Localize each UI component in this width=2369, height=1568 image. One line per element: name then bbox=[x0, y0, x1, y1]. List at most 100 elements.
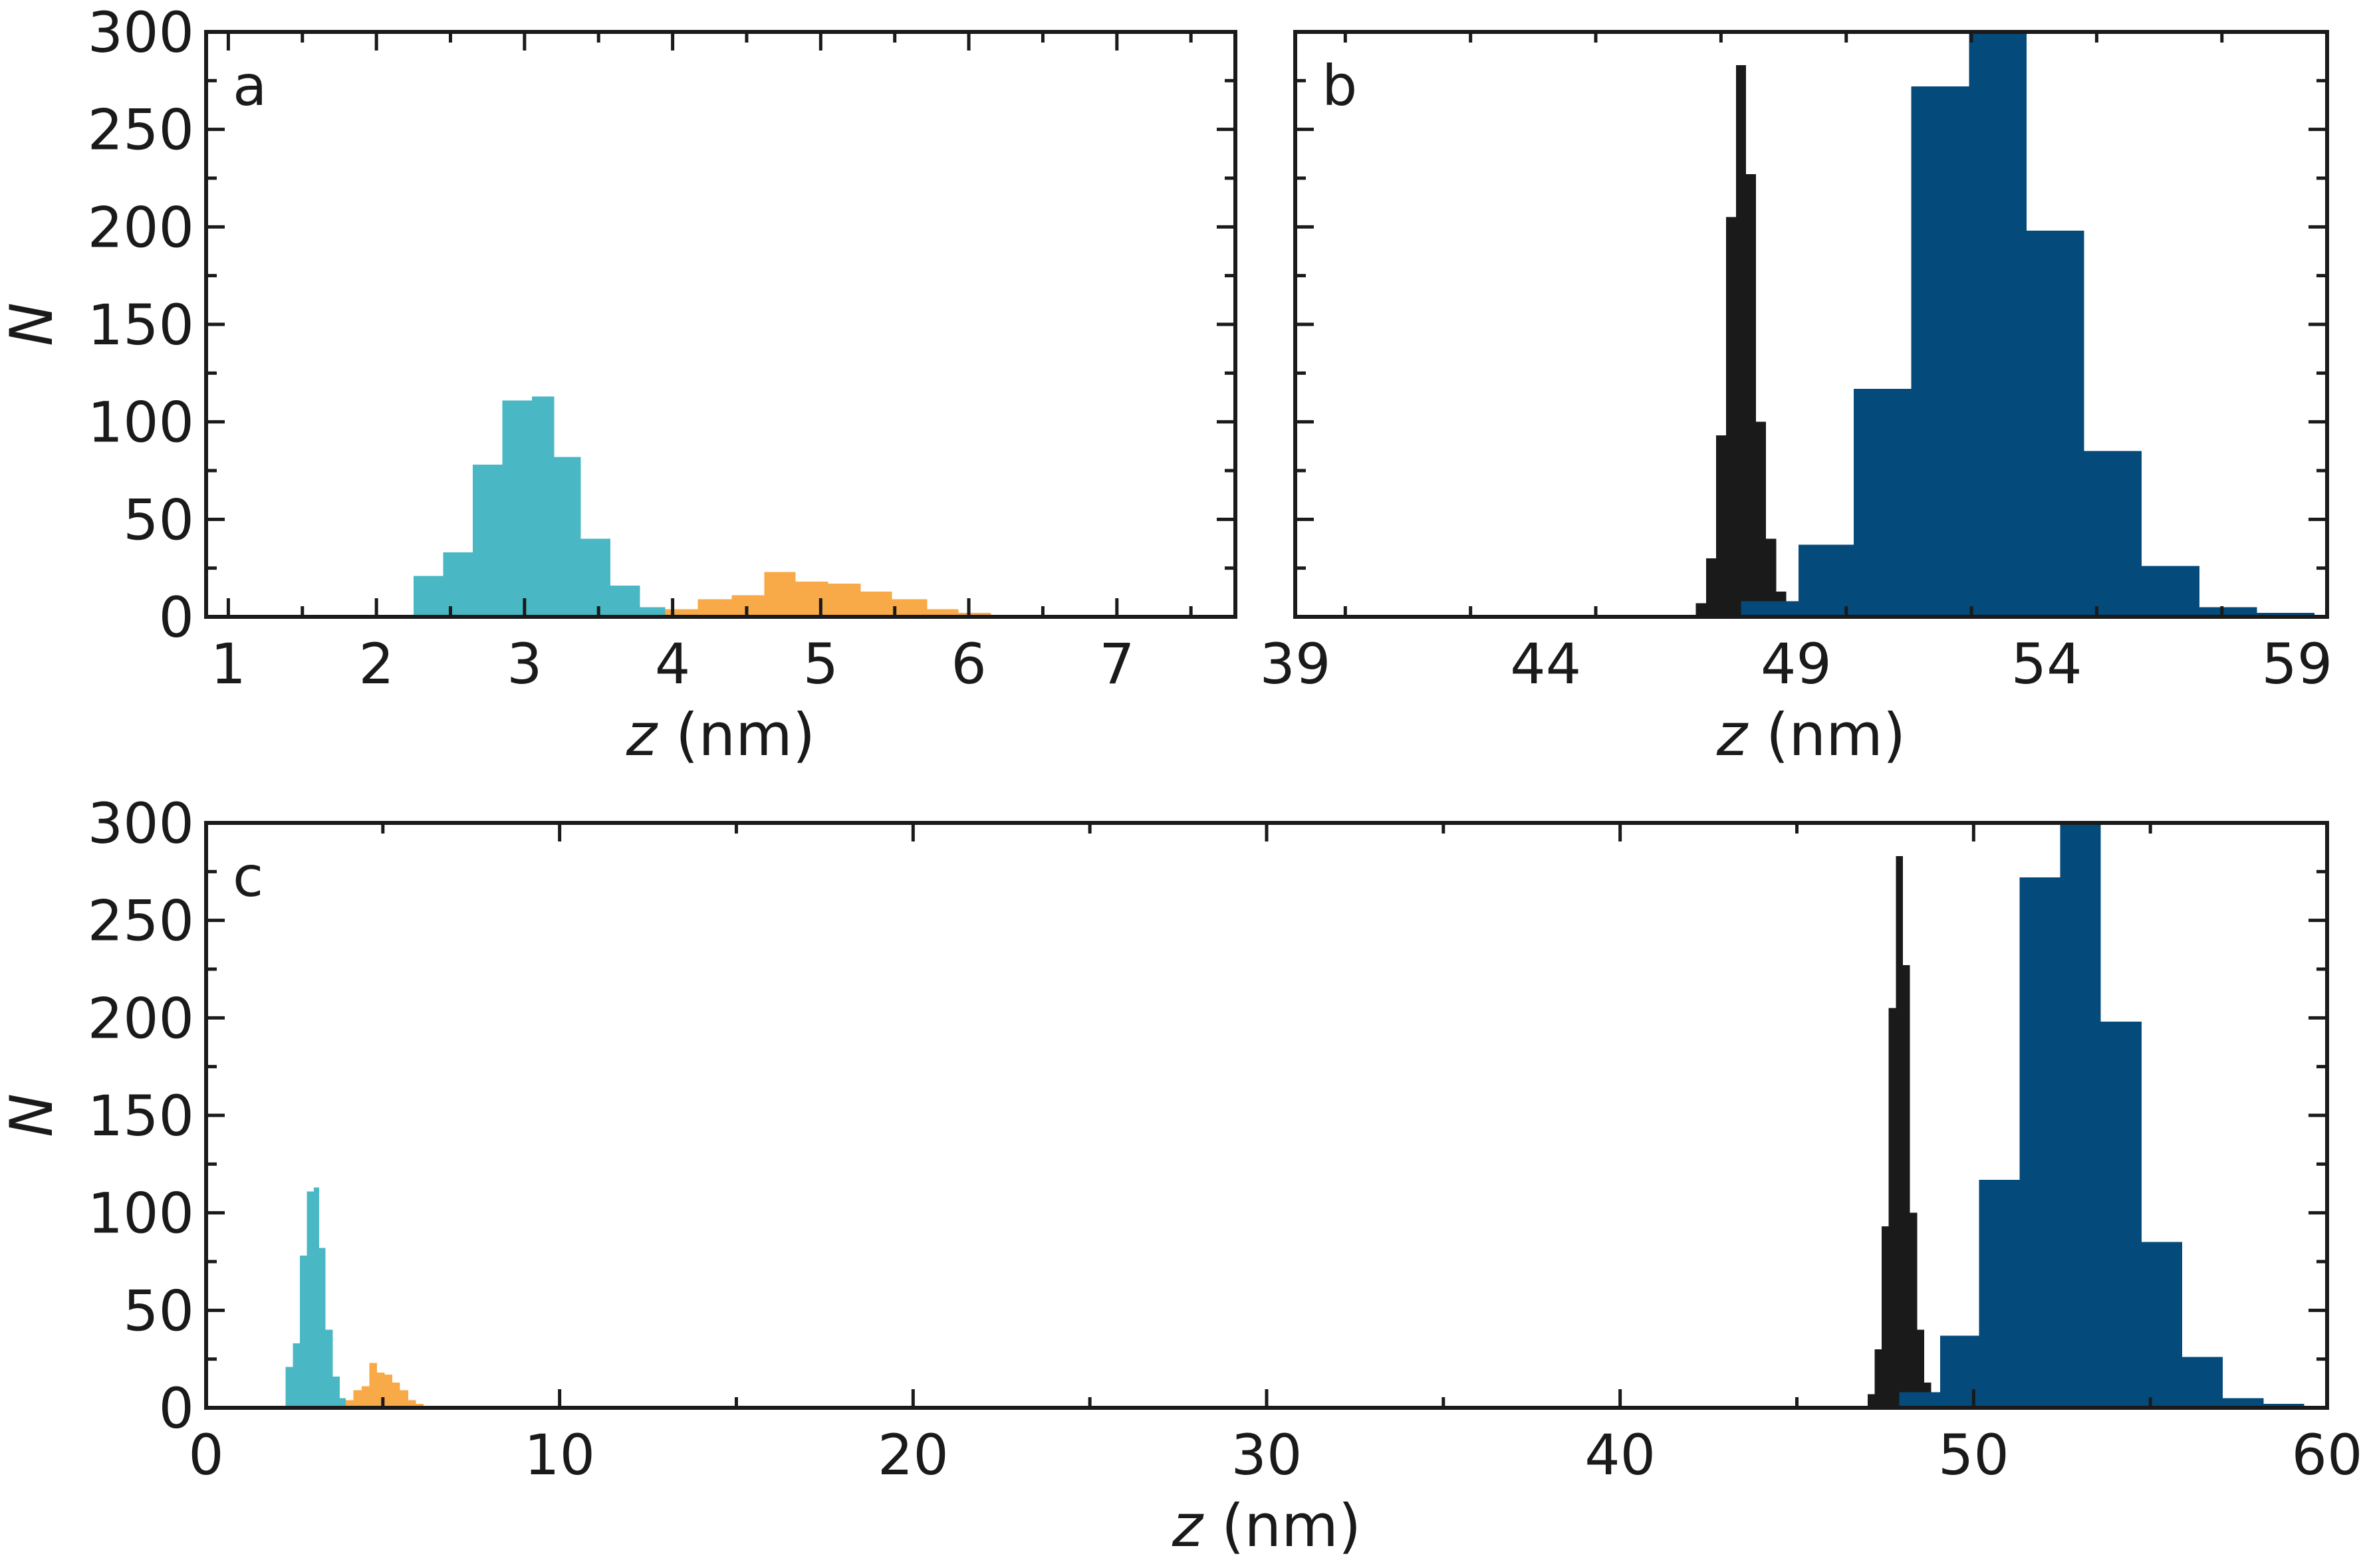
histogram-bar bbox=[1725, 217, 1736, 617]
x-tick-label: 60 bbox=[2292, 1422, 2363, 1488]
histogram-bar bbox=[307, 1191, 314, 1408]
histogram-bar bbox=[1735, 64, 1747, 617]
series-1 bbox=[346, 1363, 424, 1408]
histogram-bar bbox=[339, 1398, 346, 1408]
histogram-bar bbox=[2182, 1357, 2223, 1408]
histogram-bar bbox=[502, 400, 533, 617]
histogram-bar bbox=[314, 1187, 320, 1408]
histogram-bar bbox=[1888, 1008, 1896, 1408]
histogram-bar bbox=[2100, 1022, 2142, 1408]
y-tick-label: 50 bbox=[123, 487, 194, 552]
histogram-bar bbox=[1766, 538, 1777, 617]
histogram-bar bbox=[860, 591, 892, 617]
histogram-bar bbox=[532, 396, 555, 617]
histogram-bar bbox=[665, 609, 698, 617]
histogram-bar bbox=[384, 1375, 393, 1408]
histogram-bar bbox=[408, 1400, 416, 1408]
series-0 bbox=[1695, 64, 1787, 617]
histogram-bar bbox=[1695, 603, 1706, 617]
series-1 bbox=[665, 572, 991, 617]
series-0 bbox=[384, 396, 666, 617]
histogram-bar bbox=[580, 538, 611, 617]
plot-frame bbox=[204, 821, 2329, 1410]
histogram-bar bbox=[299, 1256, 307, 1408]
histogram-bar bbox=[472, 465, 503, 617]
histogram-bar bbox=[892, 599, 928, 617]
series-2 bbox=[1867, 855, 1932, 1408]
histogram-bar bbox=[1799, 544, 1854, 617]
x-tick-label: 0 bbox=[188, 1422, 223, 1488]
x-tick-label: 44 bbox=[1510, 631, 1581, 697]
y-tick-label: 0 bbox=[159, 1376, 194, 1441]
x-tick-label: 20 bbox=[878, 1422, 949, 1488]
histogram-bar bbox=[1705, 558, 1716, 617]
panel-label: c bbox=[233, 844, 263, 909]
x-tick-label: 49 bbox=[1761, 631, 1832, 697]
y-tick-label: 150 bbox=[88, 1083, 194, 1149]
histogram-bar bbox=[361, 1386, 370, 1408]
histogram-bar bbox=[1896, 855, 1903, 1408]
x-tick-label: 6 bbox=[951, 631, 986, 697]
x-tick-label: 10 bbox=[524, 1422, 595, 1488]
histogram-bar bbox=[369, 1363, 377, 1408]
y-tick-label: 250 bbox=[88, 889, 194, 954]
histogram-bar bbox=[2141, 1242, 2183, 1408]
x-tick-label: 40 bbox=[1584, 1422, 1656, 1488]
histogram-bar bbox=[400, 1390, 409, 1408]
histogram-bar bbox=[828, 584, 861, 617]
histogram-bar bbox=[325, 1329, 333, 1408]
y-axis-label: N bbox=[0, 302, 66, 346]
histogram-bar bbox=[764, 572, 796, 617]
histogram-bar bbox=[697, 599, 732, 617]
histogram-bar bbox=[2026, 231, 2084, 617]
x-tick-label: 4 bbox=[655, 631, 690, 697]
histogram-bar bbox=[293, 1343, 300, 1408]
x-axis-label: z (nm) bbox=[1716, 701, 1906, 769]
series-1 bbox=[1741, 32, 2315, 617]
histogram-bar bbox=[2084, 451, 2142, 617]
histogram-bar bbox=[413, 576, 443, 617]
histogram-bar bbox=[319, 1248, 326, 1408]
histogram-bar bbox=[2142, 566, 2199, 617]
histogram-bar bbox=[2223, 1398, 2264, 1408]
y-tick-label: 300 bbox=[88, 791, 194, 856]
histogram-bar bbox=[1715, 435, 1726, 617]
x-tick-label: 54 bbox=[2011, 631, 2082, 697]
y-tick-label: 150 bbox=[88, 292, 194, 358]
plot-frame bbox=[1293, 30, 2329, 619]
y-tick-label: 200 bbox=[88, 195, 194, 260]
histogram-bar bbox=[1979, 1179, 2020, 1408]
histogram-bar bbox=[1867, 1394, 1875, 1408]
histogram-bar bbox=[927, 609, 959, 617]
histogram-bar bbox=[1874, 1349, 1882, 1408]
x-tick-label: 50 bbox=[1938, 1422, 2009, 1488]
y-tick-label: 100 bbox=[88, 1181, 194, 1246]
y-tick-label: 250 bbox=[88, 98, 194, 163]
panel-label: a bbox=[233, 53, 267, 118]
series-3 bbox=[1899, 823, 2305, 1408]
x-axis-label: z (nm) bbox=[1172, 1492, 1361, 1560]
y-tick-label: 0 bbox=[159, 585, 194, 650]
y-tick-label: 200 bbox=[88, 986, 194, 1051]
histogram-bar bbox=[1882, 1226, 1889, 1408]
histogram-bar bbox=[1903, 965, 1910, 1408]
histogram-bar bbox=[1746, 174, 1757, 617]
x-tick-label: 30 bbox=[1231, 1422, 1303, 1488]
y-tick-label: 50 bbox=[123, 1278, 194, 1343]
y-tick-label: 100 bbox=[88, 390, 194, 455]
y-tick-label: 300 bbox=[88, 0, 194, 65]
x-tick-label: 39 bbox=[1260, 631, 1331, 697]
histogram-bar bbox=[795, 582, 828, 617]
histogram-bar bbox=[640, 607, 666, 617]
x-tick-label: 5 bbox=[803, 631, 838, 697]
histogram-bar bbox=[376, 1373, 385, 1408]
histogram-bar bbox=[1899, 1392, 1940, 1408]
histogram-bar bbox=[332, 1377, 340, 1408]
histogram-bar bbox=[2199, 607, 2257, 617]
histogram-bar bbox=[443, 552, 473, 617]
histogram-bar bbox=[285, 1367, 293, 1408]
x-tick-label: 2 bbox=[358, 631, 394, 697]
panel-c: 0 10 20 30 40 50 60 0 50 100 150 200 250 300 z (nm) Nc bbox=[0, 791, 2362, 1560]
series-0 bbox=[278, 1187, 346, 1408]
histogram-bar bbox=[1854, 388, 1912, 617]
